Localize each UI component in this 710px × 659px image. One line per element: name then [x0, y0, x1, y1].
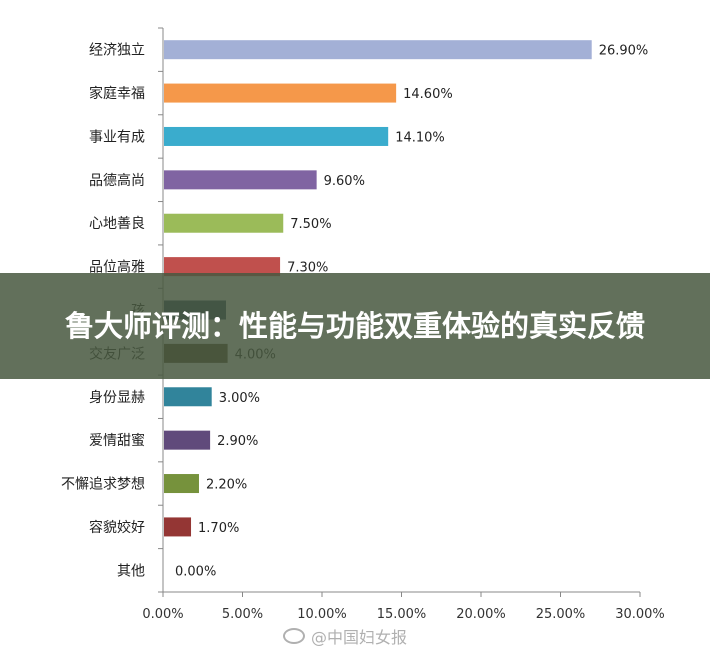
category-label: 身份显赫 [89, 390, 145, 406]
value-label: 14.10% [395, 130, 445, 145]
category-label: 不懈追求梦想 [61, 476, 145, 493]
category-label: 家庭幸福 [89, 85, 145, 102]
weibo-icon [283, 628, 305, 644]
value-label: 9.60% [324, 174, 365, 189]
category-label: 爱情甜蜜 [89, 433, 145, 449]
watermark-text: @中国妇女报 [311, 628, 408, 647]
bar [164, 474, 199, 494]
x-tick-label: 30.00% [615, 607, 665, 622]
value-label: 2.20% [206, 478, 247, 493]
value-label: 7.30% [287, 261, 328, 276]
title-banner: 鲁大师评测：性能与功能双重体验的真实反馈 [0, 273, 710, 379]
value-label: 1.70% [198, 521, 239, 536]
bar [164, 170, 317, 190]
value-label: 14.60% [403, 87, 453, 102]
bar [164, 430, 211, 450]
bar [164, 257, 281, 277]
x-tick-label: 10.00% [297, 607, 347, 622]
value-label: 3.00% [219, 391, 260, 406]
x-tick-label: 25.00% [536, 607, 586, 622]
bar [164, 83, 397, 103]
value-label: 7.50% [290, 217, 331, 232]
watermark: @中国妇女报 [283, 624, 407, 648]
x-tick-label: 20.00% [456, 607, 506, 622]
banner-title: 鲁大师评测：性能与功能双重体验的真实反馈 [64, 309, 645, 343]
category-label: 经济独立 [89, 43, 145, 59]
value-label: 0.00% [175, 564, 216, 579]
value-label: 26.90% [599, 44, 649, 59]
category-label: 事业有成 [89, 129, 145, 145]
category-label: 心地善良 [89, 216, 145, 232]
bar [164, 517, 192, 537]
bar [164, 213, 284, 233]
category-label: 其他 [117, 563, 145, 579]
x-tick-label: 15.00% [377, 607, 427, 622]
bar [164, 126, 389, 146]
category-label: 容貌姣好 [89, 519, 145, 536]
value-label: 2.90% [217, 434, 258, 449]
category-label: 品位高雅 [89, 259, 145, 276]
x-tick-label: 5.00% [222, 607, 263, 622]
category-label: 品德高尚 [89, 172, 145, 189]
bar [164, 40, 592, 60]
bar [164, 387, 212, 407]
x-tick-label: 0.00% [142, 607, 183, 622]
x-tick-labels: 0.00% 5.00% 10.00% 15.00% 20.00% 25.00% 30.00% [142, 592, 665, 622]
